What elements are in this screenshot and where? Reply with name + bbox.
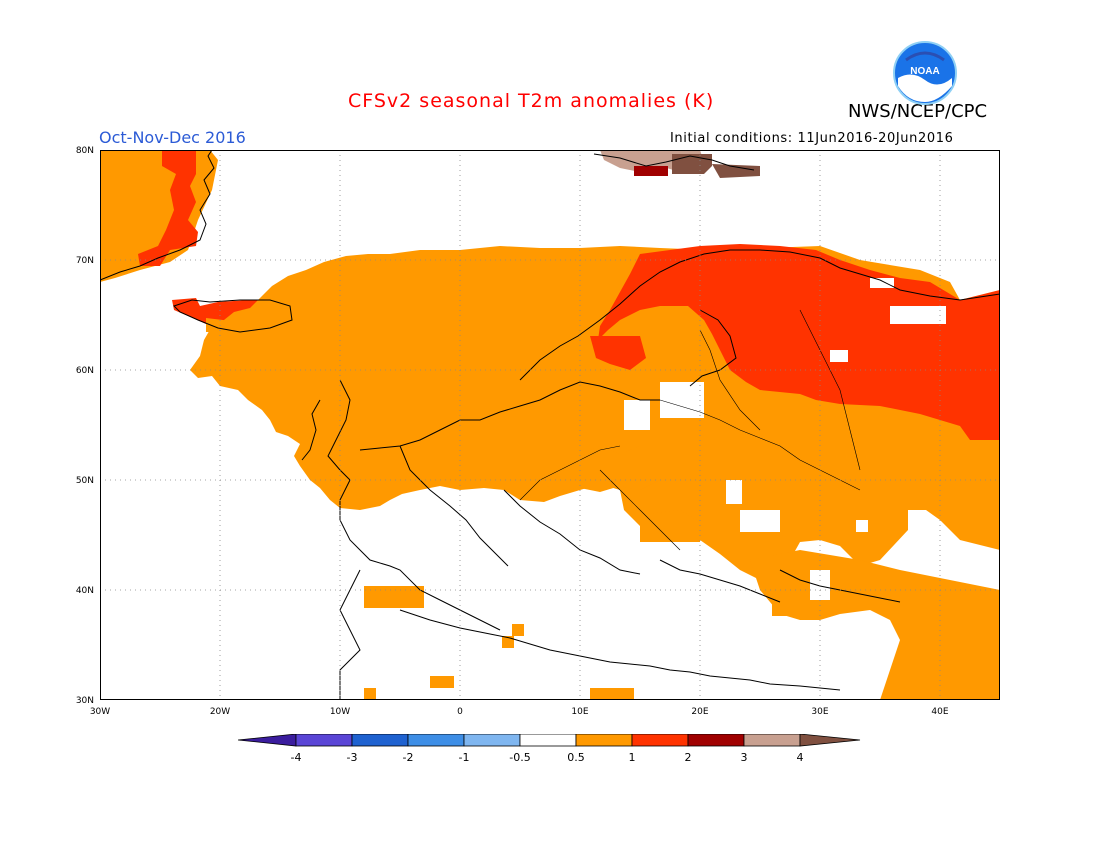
lon-label-40e: 40E — [931, 707, 948, 717]
colorbar-label-m4: -4 — [291, 751, 302, 764]
lon-label-10w: 10W — [330, 707, 350, 717]
colorbar-arrow-high — [799, 734, 861, 747]
colorbar-bin-1 — [295, 734, 353, 747]
colorbar-bin-2 — [351, 734, 409, 747]
colorbar-bin-4 — [463, 734, 521, 747]
lon-label-10e: 10E — [571, 707, 588, 717]
svalbard-anomaly — [600, 150, 760, 178]
initial-conditions-label: Initial conditions: 11Jun2016-20Jun2016 — [670, 131, 954, 146]
colorbar-label-m1: -1 — [459, 751, 470, 764]
colorbar-bin-7 — [631, 734, 689, 747]
season-label: Oct-Nov-Dec 2016 — [99, 128, 246, 147]
lat-label-40n: 40N — [76, 586, 94, 596]
colorbar-arrow-low — [238, 734, 297, 747]
agency-label: NWS/NCEP/CPC — [848, 101, 988, 122]
colorbar-bin-3 — [407, 734, 465, 747]
colorbar-label-4: 4 — [797, 751, 804, 764]
colorbar-bin-9 — [743, 734, 801, 747]
lon-label-30w: 30W — [90, 707, 110, 717]
lat-label-50n: 50N — [76, 476, 94, 486]
noaa-logo-text: NOAA — [910, 66, 939, 77]
anomaly-map — [100, 150, 1000, 700]
colorbar-label-m05: -0.5 — [509, 751, 530, 764]
country-borders — [519, 309, 861, 551]
colorbar-bin-6 — [575, 734, 633, 747]
colorbar-label-m3: -3 — [347, 751, 358, 764]
lon-label-30e: 30E — [811, 707, 828, 717]
lon-label-0: 0 — [457, 707, 463, 717]
colorbar-label-05: 0.5 — [567, 751, 585, 764]
noaa-logo: NOAA — [893, 41, 957, 105]
coastlines — [100, 150, 1000, 700]
colorbar-label-2: 2 — [685, 751, 692, 764]
lat-label-80n: 80N — [76, 146, 94, 156]
colorbar-label-3: 3 — [741, 751, 748, 764]
chart-title: CFSv2 seasonal T2m anomalies (K) — [348, 90, 715, 112]
red-anomaly-region — [590, 244, 1000, 440]
colorbar-label-1: 1 — [629, 751, 636, 764]
lat-label-70n: 70N — [76, 256, 94, 266]
lon-label-20e: 20E — [691, 707, 708, 717]
axis-labels: 80N 70N 60N 50N 40N 30N 30W 20W 10W 0 10… — [76, 146, 949, 717]
colorbar-bin-5 — [519, 734, 577, 747]
lat-label-30n: 30N — [76, 696, 94, 706]
greenland-anomaly — [100, 150, 218, 282]
colorbar: -4 -3 -2 -1 -0.5 0.5 1 2 3 4 — [238, 734, 861, 764]
colorbar-bin-8 — [687, 734, 745, 747]
lat-lon-grid — [100, 150, 1000, 700]
lon-label-20w: 20W — [210, 707, 230, 717]
orange-scattered-cells — [364, 520, 808, 700]
colorbar-label-m2: -2 — [403, 751, 414, 764]
lat-label-60n: 60N — [76, 366, 94, 376]
